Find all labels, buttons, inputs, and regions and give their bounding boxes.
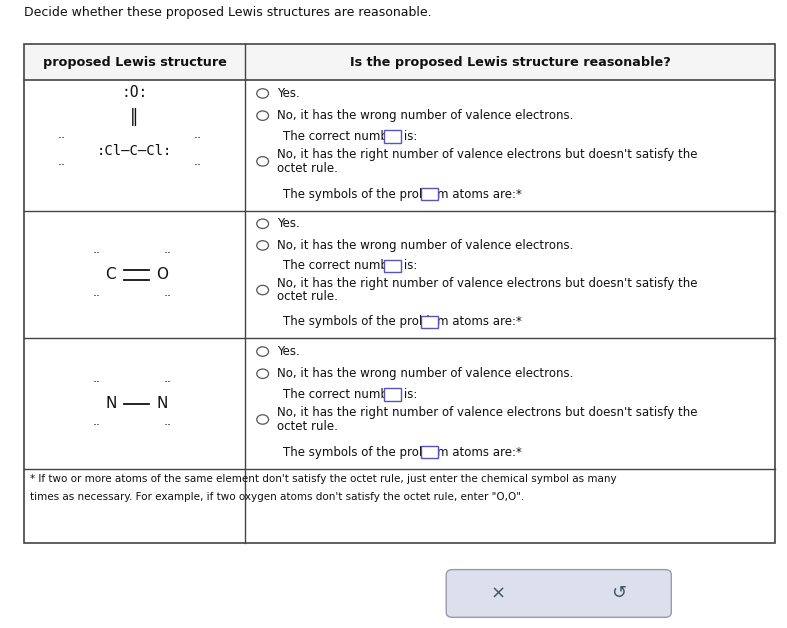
Text: The symbols of the problem atoms are:*: The symbols of the problem atoms are:* (283, 446, 522, 458)
Text: :Cl—C—Cl:: :Cl—C—Cl: (97, 144, 172, 158)
Text: No, it has the wrong number of valence electrons.: No, it has the wrong number of valence e… (277, 367, 573, 381)
Text: The correct number is:: The correct number is: (283, 259, 417, 273)
Text: The symbols of the problem atoms are:*: The symbols of the problem atoms are:* (283, 188, 522, 200)
Text: octet rule.: octet rule. (277, 291, 338, 303)
Text: * If two or more atoms of the same element don't satisfy the octet rule, just en: * If two or more atoms of the same eleme… (30, 474, 616, 484)
Circle shape (257, 414, 268, 424)
Text: No, it has the right number of valence electrons but doesn't satisfy the: No, it has the right number of valence e… (277, 406, 697, 419)
Text: times as necessary. For example, if two oxygen atoms don't satisfy the octet rul: times as necessary. For example, if two … (30, 492, 524, 502)
Text: octet rule.: octet rule. (277, 420, 338, 433)
Text: N: N (157, 396, 168, 411)
Circle shape (257, 241, 268, 250)
Text: No, it has the right number of valence electrons but doesn't satisfy the: No, it has the right number of valence e… (277, 277, 697, 290)
Text: ×: × (491, 585, 506, 602)
Circle shape (257, 219, 268, 229)
Text: The correct number is:: The correct number is: (283, 388, 417, 401)
Bar (384, 388, 401, 401)
Bar (24, 44, 775, 543)
Text: Is the proposed Lewis structure reasonable?: Is the proposed Lewis structure reasonab… (350, 56, 671, 68)
Bar (384, 130, 401, 143)
Text: octet rule.: octet rule. (277, 162, 338, 175)
Text: The correct number is:: The correct number is: (283, 130, 417, 143)
Bar (421, 316, 438, 328)
Bar (384, 259, 401, 272)
Text: ··: ·· (93, 247, 101, 260)
Circle shape (257, 111, 268, 121)
Circle shape (257, 156, 268, 166)
Bar (421, 446, 438, 458)
Text: ↺: ↺ (611, 585, 626, 602)
Text: ··: ·· (194, 160, 201, 172)
FancyBboxPatch shape (446, 570, 671, 617)
Text: O: O (156, 268, 168, 282)
Text: No, it has the wrong number of valence electrons.: No, it has the wrong number of valence e… (277, 239, 573, 252)
Bar (421, 188, 438, 200)
Text: Yes.: Yes. (277, 87, 300, 100)
Bar (24, 44, 775, 80)
Text: ‖: ‖ (131, 109, 139, 126)
Text: No, it has the right number of valence electrons but doesn't satisfy the: No, it has the right number of valence e… (277, 148, 697, 161)
Text: Decide whether these proposed Lewis structures are reasonable.: Decide whether these proposed Lewis stru… (24, 6, 431, 19)
Text: ··: ·· (58, 132, 66, 144)
Text: proposed Lewis structure: proposed Lewis structure (42, 56, 227, 68)
Circle shape (257, 369, 268, 379)
Circle shape (257, 347, 268, 356)
Text: Yes.: Yes. (277, 217, 300, 230)
Text: C: C (105, 268, 116, 282)
Text: ··: ·· (93, 419, 101, 431)
Text: ··: ·· (164, 419, 172, 431)
Text: Yes.: Yes. (277, 345, 300, 358)
Text: ··: ·· (58, 160, 66, 172)
Text: No, it has the wrong number of valence electrons.: No, it has the wrong number of valence e… (277, 109, 573, 122)
Circle shape (257, 89, 268, 98)
Text: N: N (105, 396, 116, 411)
Text: ··: ·· (164, 290, 172, 303)
Text: The symbols of the problem atoms are:*: The symbols of the problem atoms are:* (283, 315, 522, 328)
Text: :O:: :O: (121, 85, 148, 100)
Text: ··: ·· (164, 376, 172, 389)
Text: ··: ·· (164, 247, 172, 260)
Text: ··: ·· (194, 132, 201, 144)
Circle shape (257, 285, 268, 295)
Text: ··: ·· (93, 290, 101, 303)
Text: ··: ·· (93, 376, 101, 389)
